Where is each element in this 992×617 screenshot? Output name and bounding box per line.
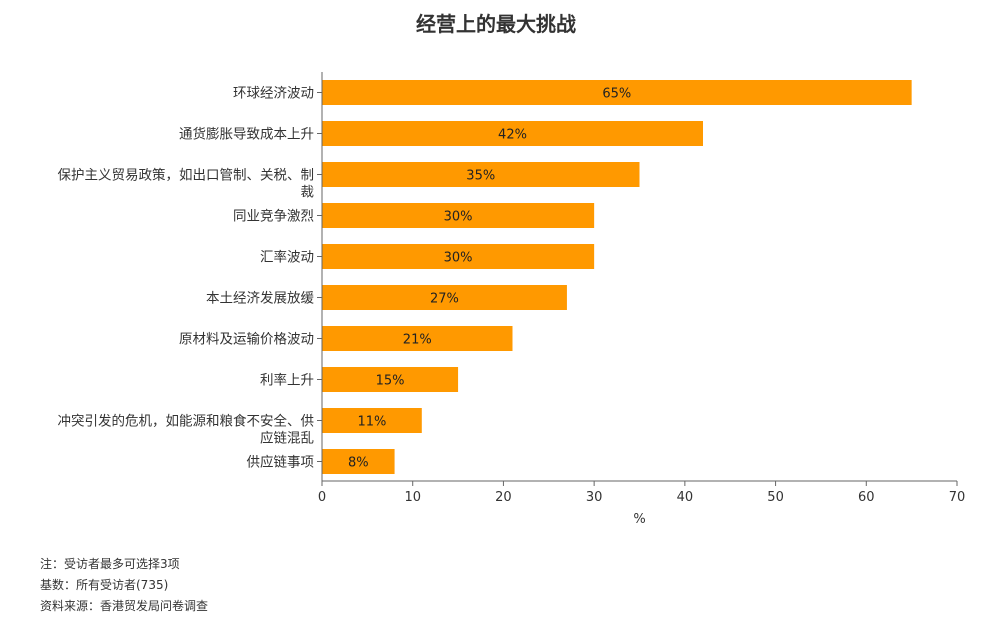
bar-value-label: 35% [466, 169, 495, 184]
category-label-line: 冲突引发的危机，如能源和粮食不安全、供 [58, 413, 315, 430]
category-label-line: 原材料及运输价格波动 [179, 332, 314, 348]
x-tick-label: 0 [318, 490, 326, 505]
x-tick-label: 40 [677, 490, 694, 505]
bar [322, 162, 640, 187]
category-label-line: 通货膨胀导致成本上升 [179, 126, 314, 143]
category-label-line: 应链混乱 [260, 430, 314, 447]
x-tick-label: 10 [404, 490, 421, 505]
bar [322, 121, 703, 146]
category-label-line: 同业竞争激烈 [233, 208, 314, 225]
note-text: 注：受访者最多可选择3项 [40, 557, 180, 571]
x-tick-label: 30 [586, 490, 603, 505]
category-label: 汇率波动 [260, 249, 314, 266]
category-label: 通货膨胀导致成本上升 [179, 126, 314, 143]
bar-value-label: 30% [444, 251, 473, 266]
x-axis-title: % [633, 512, 645, 527]
source-text: 资料来源：香港贸发局问卷调查 [40, 599, 209, 613]
category-label-line: 裁 [301, 185, 315, 201]
category-label-line: 汇率波动 [260, 249, 314, 266]
category-label-line: 本土经济发展放缓 [206, 291, 314, 307]
category-label-line: 供应链事项 [247, 454, 315, 471]
bar [322, 244, 595, 269]
chart-notes: 注：受访者最多可选择3项 基数：所有受访者(735) 资料来源：香港贸发局问卷调… [40, 554, 208, 617]
bar-value-label: 30% [444, 210, 473, 225]
category-label-line: 利率上升 [260, 372, 314, 389]
category-label: 冲突引发的危机，如能源和粮食不安全、供应链混乱 [58, 413, 315, 447]
category-label: 环球经济波动 [233, 86, 314, 102]
x-tick-label: 20 [495, 490, 512, 505]
bar [322, 326, 513, 351]
axis-layer: 环球经济波动通货膨胀导致成本上升保护主义贸易政策，如出口管制、关税、制裁同业竞争… [58, 72, 966, 505]
category-label: 原材料及运输价格波动 [179, 332, 314, 348]
x-tick-label: 70 [949, 490, 966, 505]
bar-value-label: 11% [357, 415, 386, 430]
category-label-line: 环球经济波动 [233, 86, 314, 102]
bar-chart: 65% 42% 35% 30% 30% 27% 21% 15% 11% 8% 环球经济波动通货膨胀… [58, 72, 966, 527]
x-tick-label: 60 [858, 490, 875, 505]
bar-value-label: 65% [602, 87, 631, 102]
category-label: 利率上升 [260, 372, 314, 389]
category-label: 同业竞争激烈 [233, 208, 314, 225]
bar-value-label: 21% [403, 333, 432, 348]
bar-value-label: 15% [376, 374, 405, 389]
bars-layer: 65% 42% 35% 30% 30% 27% 21% 15% 11% 8% [322, 80, 912, 474]
bar [322, 367, 459, 392]
category-label: 本土经济发展放缓 [206, 291, 314, 307]
bar [322, 203, 595, 228]
x-tick-label: 50 [767, 490, 784, 505]
category-label-line: 保护主义贸易政策，如出口管制、关税、制 [58, 167, 315, 184]
bar-value-label: 42% [498, 128, 527, 143]
chart-title: 经营上的最大挑战 [416, 12, 576, 36]
base-text: 基数：所有受访者(735) [40, 578, 169, 592]
bar-value-label: 8% [348, 456, 369, 471]
bar [322, 449, 395, 474]
bar-value-label: 27% [430, 292, 459, 307]
category-label: 供应链事项 [247, 454, 315, 471]
bar [322, 408, 422, 433]
bar [322, 80, 912, 105]
bar [322, 285, 567, 310]
category-label: 保护主义贸易政策，如出口管制、关税、制裁 [58, 167, 315, 201]
